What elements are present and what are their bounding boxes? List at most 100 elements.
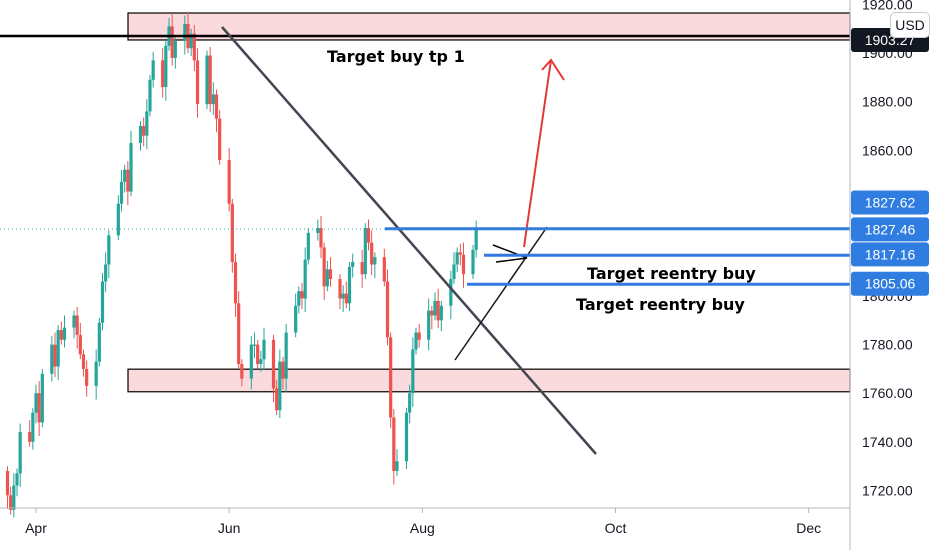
candle (449, 270, 453, 320)
price-tag[interactable]: 1817.16 (851, 242, 929, 267)
candle (100, 272, 105, 331)
price-tag[interactable]: 1827.46 (851, 217, 929, 242)
ascending-trendline[interactable] (454, 226, 548, 361)
candle (389, 332, 393, 429)
candle (338, 274, 342, 310)
y-tick-label: 1720.00 (862, 482, 913, 498)
zones-layer (127, 12, 851, 393)
candle (252, 332, 257, 359)
candle (474, 220, 478, 258)
candle (18, 423, 22, 487)
candle (360, 249, 364, 288)
candle (392, 409, 396, 485)
candle (259, 350, 263, 372)
candle (72, 310, 76, 339)
price-tag[interactable]: 1805.06 (851, 271, 929, 296)
x-tick-label: Jun (218, 520, 241, 536)
candle (148, 74, 152, 117)
candle (50, 336, 54, 382)
candle (404, 407, 409, 470)
candle (306, 228, 310, 265)
candle (278, 349, 282, 419)
candle (325, 260, 329, 292)
candle (192, 25, 196, 72)
candle (78, 322, 82, 360)
candle (411, 337, 415, 407)
candle (59, 321, 63, 345)
candle (75, 306, 79, 349)
candle (427, 298, 431, 351)
candle (322, 242, 326, 300)
candle (430, 305, 434, 330)
candle (97, 317, 101, 367)
candle (173, 36, 177, 69)
candle (275, 379, 279, 416)
candle (12, 473, 16, 518)
candle (436, 288, 440, 329)
flag-lines[interactable] (492, 244, 528, 263)
price-tag-label: 1805.06 (865, 276, 916, 292)
candle (28, 419, 32, 447)
candle (81, 349, 86, 377)
candle (471, 245, 475, 280)
x-tick-label: Apr (25, 520, 47, 536)
candle (319, 215, 323, 259)
projection-arrow-head (541, 58, 565, 81)
candle (370, 230, 374, 276)
candle (344, 281, 348, 309)
candle (237, 291, 241, 369)
y-tick-label: 1920.00 (862, 0, 913, 13)
candle (395, 449, 399, 476)
candle (297, 286, 301, 314)
candle (15, 468, 19, 497)
x-tick-label: Dec (796, 520, 821, 536)
candle (347, 262, 352, 312)
candle (104, 252, 108, 293)
candle (414, 327, 418, 355)
candle (240, 359, 244, 387)
currency-button[interactable]: USD (890, 12, 930, 38)
candle (373, 252, 377, 279)
candle (230, 198, 234, 273)
candle (31, 407, 35, 450)
candle (94, 349, 98, 400)
candle (366, 219, 371, 251)
price-tag-label: 1827.62 (865, 195, 916, 211)
descending-trendline[interactable] (221, 26, 597, 455)
candle (123, 164, 127, 193)
y-tick-label: 1760.00 (862, 385, 913, 401)
candle (433, 292, 437, 321)
candle (382, 248, 386, 287)
candle (151, 51, 155, 88)
candle (145, 99, 149, 150)
y-axis: 1720.001740.001760.001780.001800.001860.… (862, 0, 913, 498)
candle (452, 252, 456, 284)
candle (316, 219, 320, 241)
price-tag-label: 1817.16 (865, 246, 916, 262)
candle (205, 50, 209, 109)
candle (303, 247, 307, 313)
candle (363, 223, 367, 280)
support-zone[interactable] (127, 368, 851, 393)
x-tick-label: Oct (605, 520, 627, 536)
candle (281, 356, 285, 390)
candle (227, 147, 231, 212)
candle (417, 323, 421, 348)
candle (116, 195, 120, 241)
candle (107, 230, 111, 279)
price-tag-label: 1827.46 (865, 221, 916, 237)
candle (328, 257, 333, 287)
candle (300, 282, 304, 310)
candle (284, 323, 288, 393)
candle (142, 117, 146, 147)
annotation-target-buy-tp1: Target buy tp 1 (327, 47, 465, 66)
y-tick-label: 1780.00 (862, 337, 913, 353)
annotation-target-reentry-buy-1: Target reentry buy (587, 264, 756, 283)
price-tag[interactable]: 1827.62 (851, 190, 929, 215)
candle (119, 169, 124, 212)
candle (34, 384, 38, 424)
y-tick-label: 1860.00 (862, 142, 913, 158)
candle (439, 300, 443, 332)
